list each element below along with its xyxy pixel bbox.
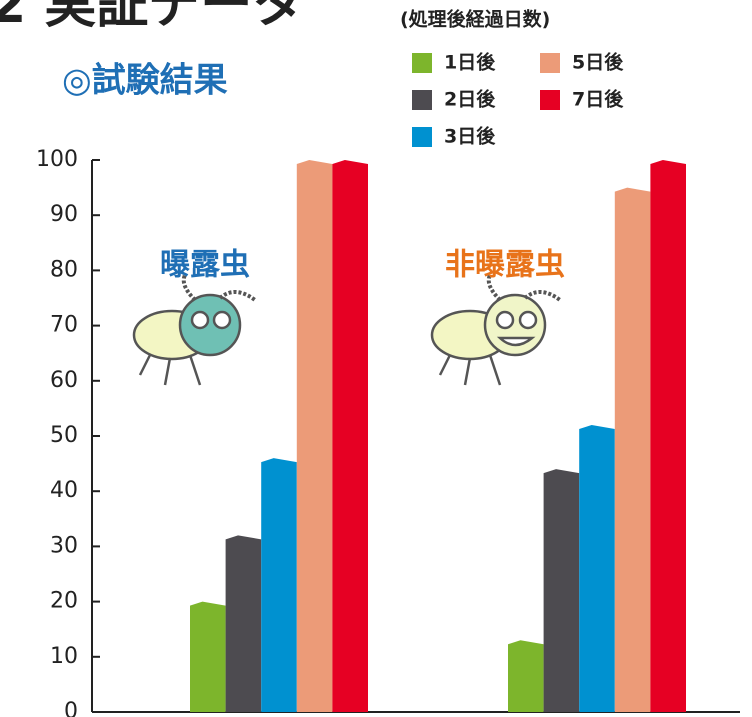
bar (190, 601, 226, 712)
legend-label: 2日後 (444, 88, 496, 111)
chart-title: ◎試験結果 (62, 61, 228, 101)
y-tick-label: 80 (50, 257, 78, 282)
y-tick-label: 70 (50, 313, 78, 338)
legend-swatch (412, 127, 432, 147)
legend-label: 3日後 (444, 125, 496, 148)
bar (332, 160, 368, 712)
bar (650, 160, 686, 712)
bar (543, 469, 580, 712)
category-label: 非曝露虫 (445, 248, 565, 283)
legend-title: (処理後経過日数) (400, 8, 550, 31)
bar (614, 187, 651, 713)
legend-label: 1日後 (444, 51, 496, 74)
bar (261, 458, 297, 712)
bar (225, 535, 262, 712)
y-tick-label: 50 (50, 423, 78, 448)
y-tick-label: 10 (50, 644, 78, 669)
legend-swatch (540, 90, 560, 110)
bug-illustration (132, 274, 257, 386)
legend-swatch (412, 90, 432, 110)
y-tick-label: 20 (50, 589, 78, 614)
category-label: 曝露虫 (160, 248, 250, 283)
y-tick-label: 90 (50, 202, 78, 227)
bar (579, 424, 615, 712)
y-tick-label: 100 (36, 147, 78, 172)
y-tick-label: 30 (50, 533, 78, 558)
bug-illustration (430, 274, 562, 386)
legend-swatch (412, 53, 432, 73)
legend-label: 7日後 (572, 88, 624, 111)
y-tick-label: 60 (50, 368, 78, 393)
legend-swatch (540, 53, 560, 73)
heading: 2 実証データ (0, 0, 304, 35)
y-tick-label: 40 (50, 478, 78, 503)
legend-label: 5日後 (572, 51, 624, 74)
y-tick-label: 0 (64, 699, 78, 717)
bar (296, 160, 333, 712)
bar (508, 640, 544, 712)
